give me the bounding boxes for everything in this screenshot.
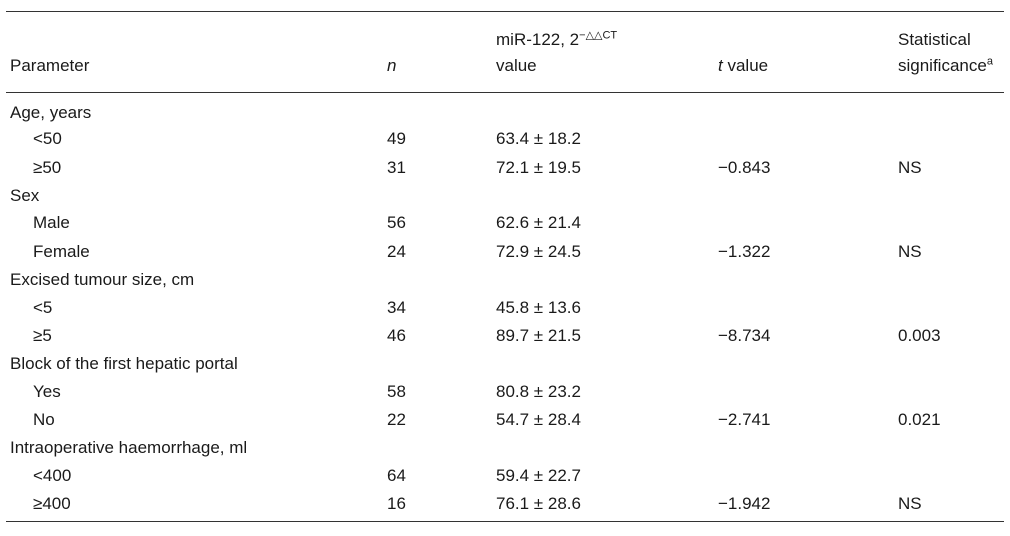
row-n: 58 (387, 382, 406, 401)
row-significance: 0.021 (898, 410, 941, 429)
row-value: 62.6 ± 21.4 (496, 213, 581, 232)
group-label: Intraoperative haemorrhage, ml (10, 438, 248, 457)
row-significance: 0.003 (898, 326, 941, 345)
row-n: 24 (387, 242, 406, 261)
row-n: 46 (387, 326, 406, 345)
row-t-value: −0.843 (718, 158, 771, 177)
table-header-rule (6, 92, 1004, 93)
row-label: ≥5 (33, 326, 52, 345)
row-value: 45.8 ± 13.6 (496, 298, 581, 317)
group-label: Block of the first hepatic portal (10, 354, 238, 373)
row-n: 56 (387, 213, 406, 232)
row-label: Female (33, 242, 90, 261)
row-value: 89.7 ± 21.5 (496, 326, 581, 345)
header-value-line1: miR-122, 2−△△CT (496, 29, 618, 49)
row-value: 63.4 ± 18.2 (496, 129, 581, 148)
row-label: Male (33, 213, 70, 232)
row-value: 54.7 ± 28.4 (496, 410, 581, 429)
row-t-value: −2.741 (718, 410, 771, 429)
row-significance: NS (898, 242, 922, 261)
row-label: No (33, 410, 55, 429)
row-value: 72.9 ± 24.5 (496, 242, 581, 261)
row-n: 22 (387, 410, 406, 429)
row-t-value: −1.942 (718, 494, 771, 513)
row-n: 49 (387, 129, 406, 148)
header-parameter: Parameter (10, 56, 90, 75)
row-label: <5 (33, 298, 53, 317)
row-value: 80.8 ± 23.2 (496, 382, 581, 401)
row-label: <400 (33, 466, 72, 485)
row-value: 59.4 ± 22.7 (496, 466, 581, 485)
table-top-rule (6, 11, 1004, 12)
group-label: Excised tumour size, cm (10, 270, 195, 289)
row-t-value: −8.734 (718, 326, 771, 345)
row-t-value: −1.322 (718, 242, 771, 261)
table-bottom-rule (6, 521, 1004, 522)
row-significance: NS (898, 158, 922, 177)
row-n: 31 (387, 158, 406, 177)
row-n: 34 (387, 298, 406, 317)
group-label: Sex (10, 186, 40, 205)
row-value: 76.1 ± 28.6 (496, 494, 581, 513)
header-sig-line1: Statistical (898, 30, 971, 49)
row-significance: NS (898, 494, 922, 513)
row-label: Yes (33, 382, 61, 401)
row-n: 64 (387, 466, 406, 485)
row-label: ≥50 (33, 158, 62, 177)
header-value-line2: value (496, 56, 537, 75)
header-t-value: t value (718, 56, 769, 75)
row-label: ≥400 (33, 494, 71, 513)
row-label: <50 (33, 129, 62, 148)
row-value: 72.1 ± 19.5 (496, 158, 581, 177)
row-n: 16 (387, 494, 406, 513)
header-n: n (387, 56, 397, 75)
header-sig-line2: significancea (898, 55, 993, 75)
group-label: Age, years (10, 103, 92, 122)
